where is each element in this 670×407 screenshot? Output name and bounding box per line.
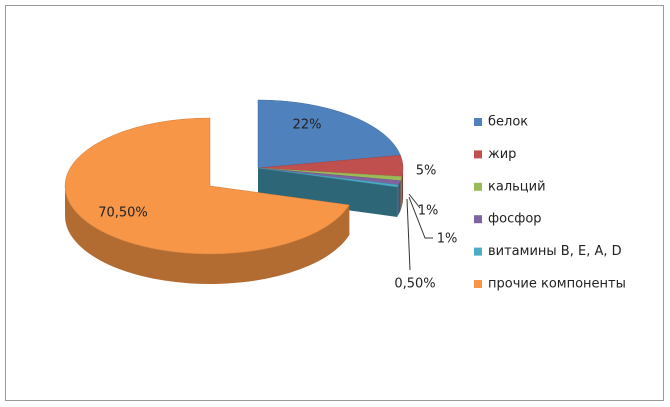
slice — [257, 99, 401, 169]
legend-label: витамины B, E, A, D — [488, 244, 622, 259]
legend-swatch — [474, 118, 482, 126]
slice-edge — [258, 168, 398, 217]
slice-side — [400, 176, 402, 211]
slice-side — [65, 186, 350, 285]
data-label: 5% — [416, 164, 437, 179]
data-label: 0,50% — [394, 277, 435, 292]
slice-side — [397, 184, 399, 217]
legend-swatch — [474, 150, 482, 159]
data-label: 22% — [293, 118, 322, 133]
data-label: 70,50% — [98, 206, 148, 221]
slice-side — [398, 180, 401, 215]
leader-line — [408, 196, 433, 239]
leader-lines — [406, 193, 433, 271]
data-label: 1% — [418, 204, 439, 219]
legend-swatch — [474, 247, 482, 256]
legend-label: прочие компоненты — [488, 277, 626, 292]
leader-line — [408, 193, 421, 209]
data-label: 1% — [437, 232, 458, 247]
leader-line — [406, 198, 411, 271]
legend-label: жир — [488, 147, 516, 162]
slice — [257, 167, 399, 188]
slice — [64, 117, 350, 255]
legend-label: фосфор — [488, 212, 542, 227]
legend-swatch — [474, 215, 482, 224]
legend-swatch — [474, 182, 482, 191]
slice-side — [401, 168, 404, 207]
legend-label: белок — [488, 115, 528, 130]
legend-label: кальций — [488, 179, 546, 194]
legend-swatch — [474, 280, 482, 288]
